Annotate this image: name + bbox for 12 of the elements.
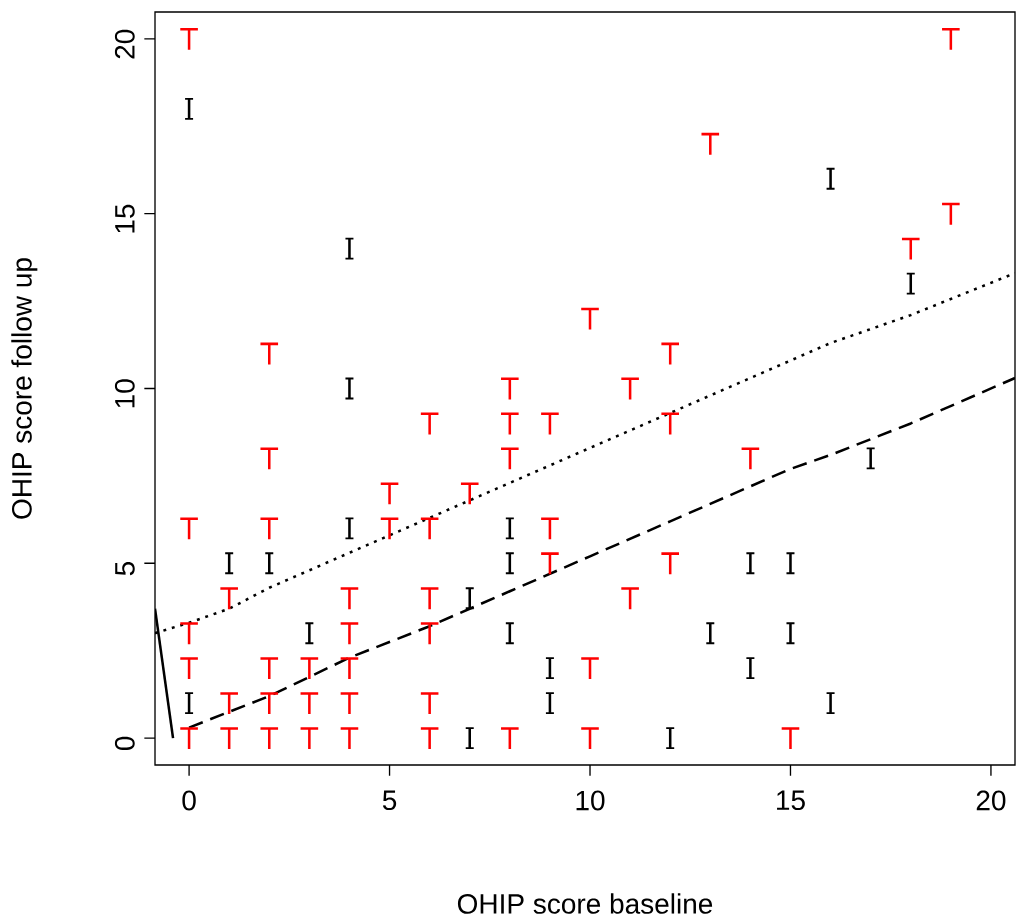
x-tick-label: 5 <box>382 790 397 811</box>
y-tick-label: 10 <box>114 379 135 408</box>
y-axis-title: OHIP score follow up <box>11 258 38 519</box>
x-axis-title: OHIP score baseline <box>457 893 713 914</box>
y-tick-label: 5 <box>115 562 135 576</box>
x-tick-label: 0 <box>182 790 196 811</box>
x-tick-label: 15 <box>777 790 805 811</box>
y-tick-label: 15 <box>115 204 135 233</box>
x-tick-label: 10 <box>576 790 605 811</box>
y-tick-label: 0 <box>114 736 135 751</box>
y-tick-label: 20 <box>114 29 135 59</box>
x-tick-label: 20 <box>976 790 1006 811</box>
